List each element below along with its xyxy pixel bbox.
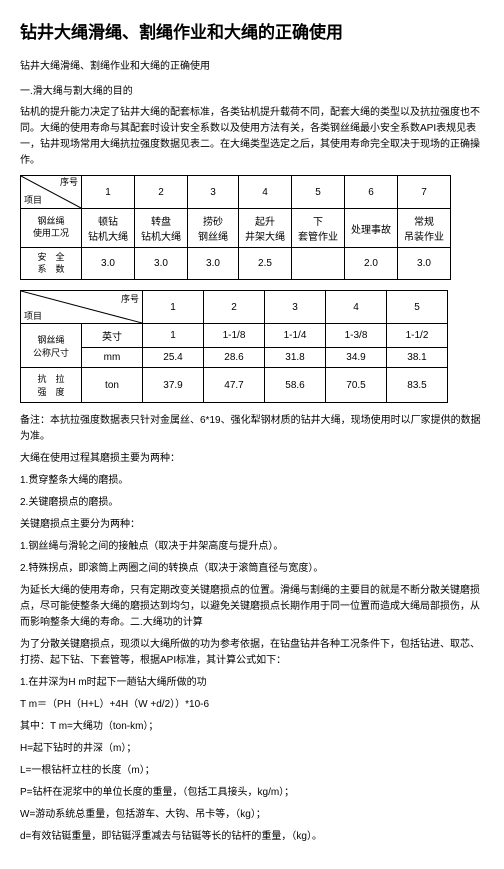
table-row-label: 抗 拉 强 度 xyxy=(21,368,82,403)
table-cell: 1-1/2 xyxy=(387,324,448,348)
table-cell: 5 xyxy=(387,291,448,324)
table-cell: 转盘 钻机大绳 xyxy=(135,209,188,248)
equation: T m＝（PH（H+L）+4H（W +d/2））*10-6 xyxy=(20,697,484,713)
table-cell: 83.5 xyxy=(387,368,448,403)
table-cell: 37.9 xyxy=(143,368,204,403)
equation-note: L=一根钻杆立柱的长度（m）； xyxy=(20,763,484,779)
table-cell: 3.0 xyxy=(135,248,188,280)
equation-note: d=有效钻铤重量，即钻铤浮重减去与钻铤等长的钻杆的重量，（kg）。 xyxy=(20,829,484,845)
table-cell: 31.8 xyxy=(265,348,326,368)
equation-note: H=起下钻时的井深（m）； xyxy=(20,741,484,757)
table-unit: ton xyxy=(82,368,143,403)
table-row-label: 安 全 系 数 xyxy=(21,248,82,280)
table-cell: 1 xyxy=(143,291,204,324)
paragraph: 为延长大绳的使用寿命，只有定期改变关键磨损点的位置。滑绳与割绳的主要目的就是不断… xyxy=(20,583,484,631)
paragraph: 钻机的提升能力决定了钻井大绳的配套标准，各类钻机提升载荷不同，配套大绳的类型以及… xyxy=(20,105,484,169)
table-cell: 58.6 xyxy=(265,368,326,403)
equation-note: W=游动系统总重量，包括游车、大钩、吊卡等，（kg）； xyxy=(20,807,484,823)
table-cell: 28.6 xyxy=(204,348,265,368)
list-item: 2.特殊拐点，即滚筒上两圈之间的转换点（取决于滚筒直径与宽度）。 xyxy=(20,561,484,577)
table-cell: 3 xyxy=(188,176,239,209)
table-cell: 7 xyxy=(398,176,451,209)
table-row-label: 钢丝绳 使用工况 xyxy=(21,209,82,248)
table-2-corner: 序号 项目 xyxy=(21,291,143,324)
table-cell: 1-1/4 xyxy=(265,324,326,348)
table-cell: 2 xyxy=(204,291,265,324)
table-cell: 顿钻 钻机大绳 xyxy=(82,209,135,248)
table-2: 序号 项目 1 2 3 4 5 钢丝绳 公称尺寸 英寸 1 1-1/8 1-1/… xyxy=(20,290,448,403)
list-item: 1.钢丝绳与滑轮之间的接触点（取决于井架高度与提升点）。 xyxy=(20,539,484,555)
table-cell: 2.5 xyxy=(239,248,292,280)
table-cell: 1-3/8 xyxy=(326,324,387,348)
table-cell: 6 xyxy=(345,176,398,209)
corner-top: 序号 xyxy=(121,292,139,305)
table-cell: 1 xyxy=(82,176,135,209)
table-cell xyxy=(292,248,345,280)
table-unit: 英寸 xyxy=(82,324,143,348)
table-cell: 捞砂 钢丝绳 xyxy=(188,209,239,248)
page-title: 钻井大绳滑绳、割绳作业和大绳的正确使用 xyxy=(20,18,484,43)
table-cell: 34.9 xyxy=(326,348,387,368)
table-cell: 常规 吊装作业 xyxy=(398,209,451,248)
paragraph: 关键磨损点主要分为两种： xyxy=(20,517,484,533)
table-cell: 2 xyxy=(135,176,188,209)
table-cell: 38.1 xyxy=(387,348,448,368)
table-cell: 3.0 xyxy=(82,248,135,280)
note: 备注：本抗拉强度数据表只针对金属丝、6*19、强化犁钢材质的钻井大绳，现场使用时… xyxy=(20,413,484,445)
table-cell: 3 xyxy=(265,291,326,324)
corner-top: 序号 xyxy=(60,177,78,189)
table-cell: 4 xyxy=(326,291,387,324)
table-cell: 3.0 xyxy=(398,248,451,280)
list-item: 1.贯穿整条大绳的磨损。 xyxy=(20,473,484,489)
table-1-corner: 序号 项目 xyxy=(21,176,82,209)
list-item: 2.关键磨损点的磨损。 xyxy=(20,495,484,511)
table-cell: 下 套管作业 xyxy=(292,209,345,248)
table-row-label: 钢丝绳 公称尺寸 xyxy=(21,324,82,368)
paragraph: 大绳在使用过程其磨损主要为两种： xyxy=(20,451,484,467)
table-cell: 5 xyxy=(292,176,345,209)
table-cell: 处理事故 xyxy=(345,209,398,248)
corner-bottom: 项目 xyxy=(24,309,42,322)
table-cell: 70.5 xyxy=(326,368,387,403)
table-cell: 4 xyxy=(239,176,292,209)
table-cell: 起升 井架大绳 xyxy=(239,209,292,248)
corner-bottom: 项目 xyxy=(24,195,42,207)
table-cell: 25.4 xyxy=(143,348,204,368)
table-1: 序号 项目 1 2 3 4 5 6 7 钢丝绳 使用工况 顿钻 钻机大绳 转盘 … xyxy=(20,175,451,280)
subtitle: 钻井大绳滑绳、割绳作业和大绳的正确使用 xyxy=(20,57,484,72)
section-1-heading: 一.滑大绳与割大绳的目的 xyxy=(20,82,484,97)
table-cell: 47.7 xyxy=(204,368,265,403)
table-cell: 1-1/8 xyxy=(204,324,265,348)
equation-note: 其中：T m=大绳功（ton-km）； xyxy=(20,719,484,735)
paragraph: 为了分散关键磨损点，现须以大绳所做的功为参考依据，在钻盘钻井各种工况条件下，包括… xyxy=(20,637,484,669)
list-item: 1.在井深为H m时起下一趟钻大绳所做的功 xyxy=(20,675,484,691)
table-cell: 1 xyxy=(143,324,204,348)
table-unit: mm xyxy=(82,348,143,368)
table-cell: 2.0 xyxy=(345,248,398,280)
equation-note: P=钻杆在泥浆中的单位长度的重量，（包括工具接头，kg/m）； xyxy=(20,785,484,801)
table-cell: 3.0 xyxy=(188,248,239,280)
